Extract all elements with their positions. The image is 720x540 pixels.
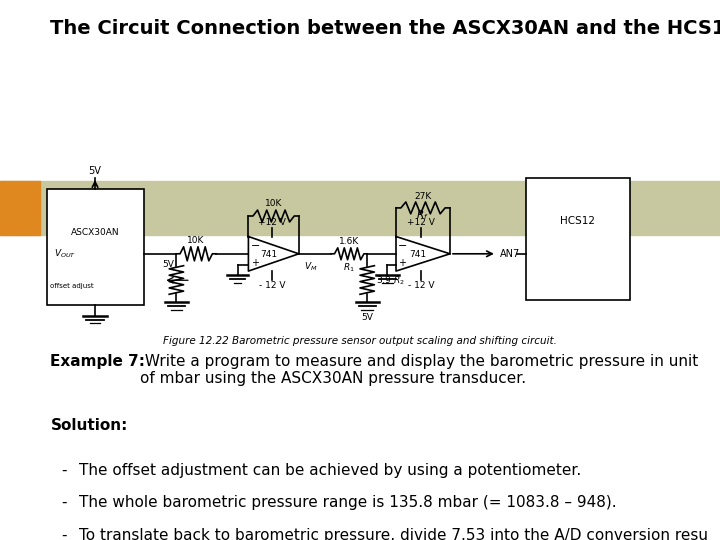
Bar	[0, 181, 40, 235]
Text: 3.9 $R_2$: 3.9 $R_2$	[376, 274, 405, 287]
Text: AN7: AN7	[500, 249, 520, 259]
Text: +: +	[251, 258, 258, 268]
Text: 741: 741	[409, 250, 426, 259]
Text: -: -	[61, 495, 67, 510]
Text: -: -	[61, 528, 67, 540]
Text: +: +	[398, 258, 406, 268]
Text: 10K: 10K	[265, 199, 282, 208]
Text: The whole barometric pressure range is 135.8 mbar (= 1083.8 – 948).: The whole barometric pressure range is 1…	[79, 495, 617, 510]
Text: To translate back to barometric pressure, divide 7.53 into the A/D conversion re: To translate back to barometric pressure…	[79, 528, 720, 540]
Text: −: −	[398, 241, 408, 251]
Text: Figure 12.22 Barometric pressure sensor output scaling and shifting circuit.: Figure 12.22 Barometric pressure sensor …	[163, 336, 557, 346]
Text: Write a program to measure and display the barometric pressure in unit
of mbar u: Write a program to measure and display t…	[140, 354, 698, 386]
Text: -: -	[61, 463, 67, 478]
Text: $R_1$: $R_1$	[343, 261, 355, 274]
Text: ASCX30AN: ASCX30AN	[71, 228, 120, 237]
Text: HCS12: HCS12	[560, 217, 595, 226]
Text: 5V: 5V	[163, 260, 174, 269]
Text: 10K: 10K	[187, 235, 204, 245]
Text: $V_{OUT}$: $V_{OUT}$	[54, 247, 76, 260]
Text: $V_M$: $V_M$	[305, 260, 318, 273]
Text: The offset adjustment can be achieved by using a potentiometer.: The offset adjustment can be achieved by…	[79, 463, 582, 478]
Text: - 12 V: - 12 V	[259, 281, 285, 291]
Text: +12 V: +12 V	[408, 218, 435, 227]
Text: +12 V: +12 V	[258, 218, 286, 227]
Text: - 12 V: - 12 V	[408, 281, 434, 291]
Text: Example 7:: Example 7:	[50, 354, 145, 369]
Text: Solution:: Solution:	[50, 418, 127, 434]
Text: 741: 741	[260, 250, 277, 259]
Text: 5V: 5V	[89, 165, 102, 176]
Text: offset adjust: offset adjust	[50, 283, 94, 289]
Text: 1.6K: 1.6K	[339, 237, 359, 246]
Text: $R_f$: $R_f$	[416, 208, 429, 222]
Text: 5V: 5V	[361, 313, 373, 322]
Text: The Circuit Connection between the ASCX30AN and the HCS12: The Circuit Connection between the ASCX3…	[50, 19, 720, 38]
Text: −: −	[251, 241, 260, 251]
Text: 27K: 27K	[414, 192, 431, 201]
